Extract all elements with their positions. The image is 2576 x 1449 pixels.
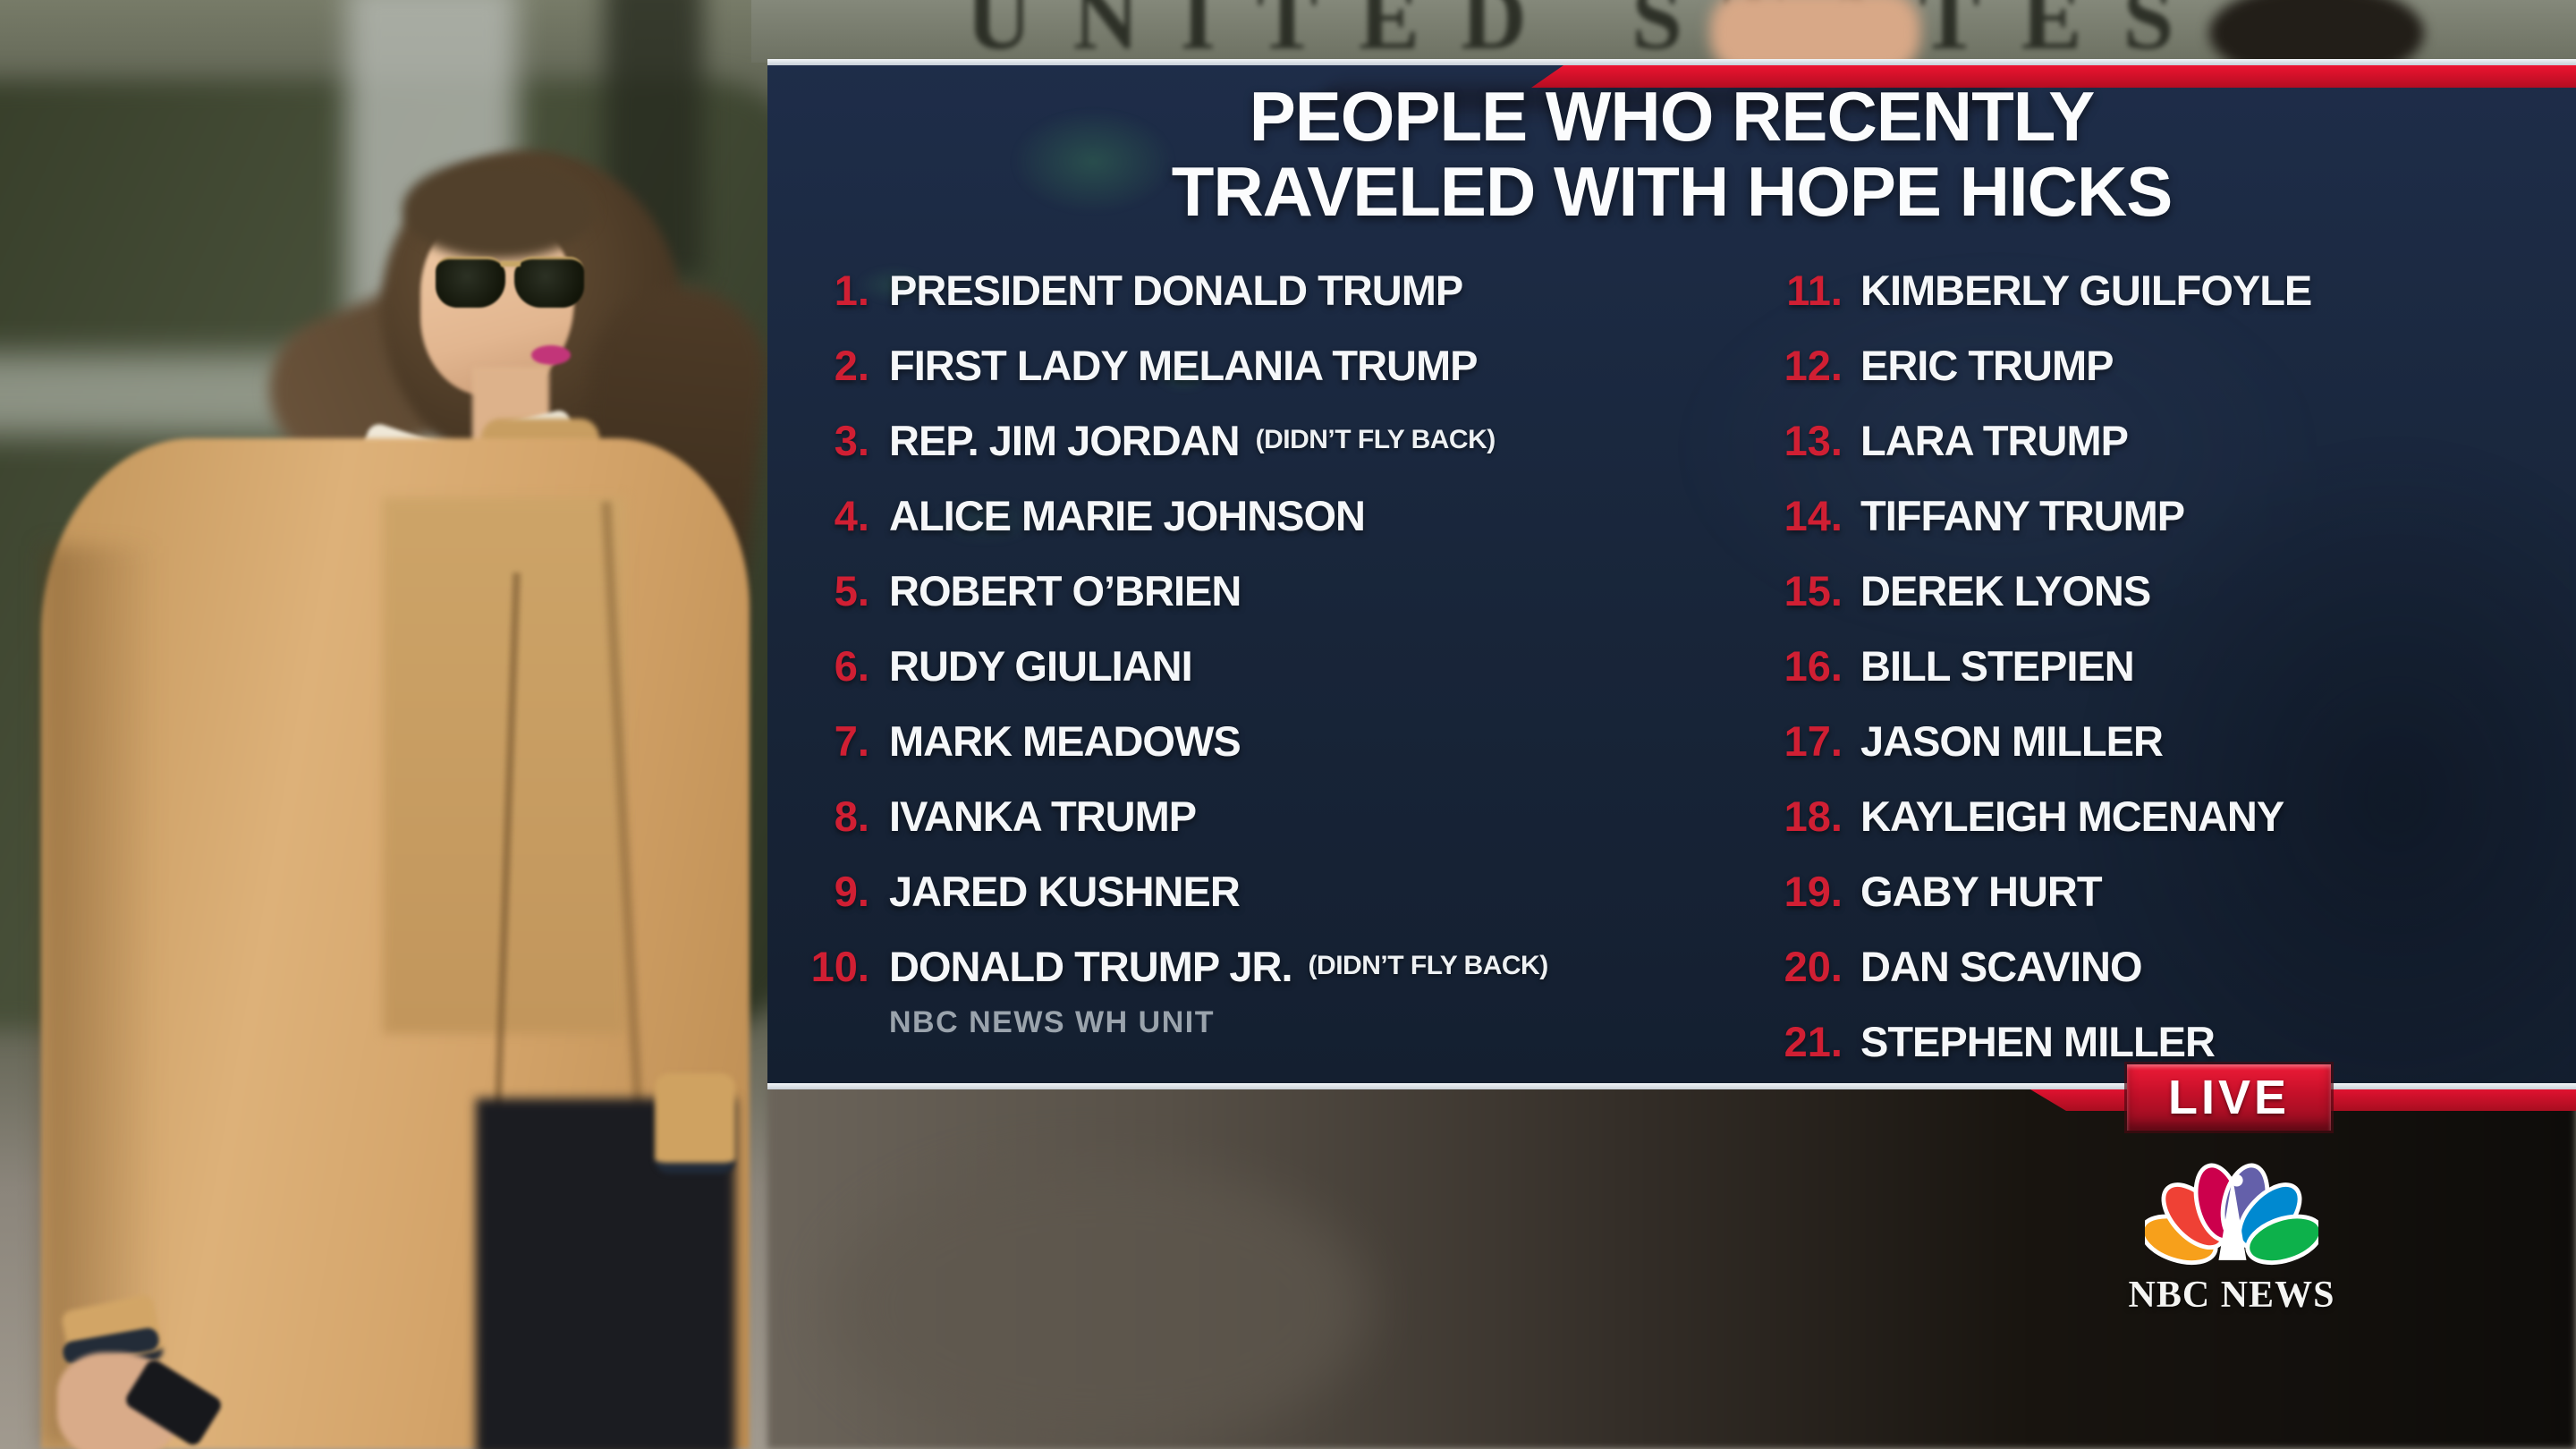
item-number: 18. <box>1784 792 1843 840</box>
item-name: MARK MEADOWS <box>889 716 1241 765</box>
item-name: ROBERT O’BRIEN <box>889 566 1241 614</box>
item-name: DEREK LYONS <box>1860 566 2151 614</box>
list-item: 16. BILL STEPIEN <box>1750 628 2572 703</box>
item-name: RUDY GIULIANI <box>889 641 1193 690</box>
item-number: 21. <box>1784 1017 1843 1065</box>
list-item: 10. DONALD TRUMP JR. (DIDN’T FLY BACK) <box>787 928 1735 1004</box>
list-column-left: 1. PRESIDENT DONALD TRUMP 2. FIRST LADY ME… <box>787 252 1735 1004</box>
item-number: 15. <box>1784 566 1843 614</box>
panel-top-border <box>767 59 2576 65</box>
list-item: 5. ROBERT O’BRIEN <box>787 553 1735 628</box>
helicopter-lettering: UNITED STATES <box>966 0 2216 69</box>
tarmac-blur <box>832 1163 1368 1449</box>
nbc-peacock-icon <box>2145 1163 2318 1266</box>
list-item: 1. PRESIDENT DONALD TRUMP <box>787 252 1735 327</box>
item-number: 5. <box>834 566 869 614</box>
fullscreen-graphic-panel <box>767 59 2576 1085</box>
item-number: 14. <box>1784 491 1843 539</box>
item-number: 7. <box>834 716 869 765</box>
list-item: 14. TIFFANY TRUMP <box>1750 478 2572 553</box>
hairline <box>402 159 596 259</box>
item-number: 9. <box>834 867 869 915</box>
item-number: 19. <box>1784 867 1843 915</box>
item-number: 12. <box>1784 341 1843 389</box>
sunglasses-right-lens <box>514 257 584 308</box>
list-item: 7. MARK MEADOWS <box>787 703 1735 778</box>
item-number: 8. <box>834 792 869 840</box>
item-name: GABY HURT <box>1860 867 2103 915</box>
item-note: (DIDN’T FLY BACK) <box>1255 425 1496 454</box>
item-name: KIMBERLY GUILFOYLE <box>1860 266 2312 314</box>
item-number: 20. <box>1784 942 1843 990</box>
item-name: STEPHEN MILLER <box>1860 1017 2216 1065</box>
title-line-1: PEOPLE WHO RECENTLY <box>1249 77 2096 156</box>
sunglasses-left-lens <box>436 257 505 308</box>
sweater-cuff-right <box>655 1073 735 1174</box>
item-number: 10. <box>810 942 869 990</box>
item-name: TIFFANY TRUMP <box>1860 491 2185 539</box>
top-red-stripe <box>1531 65 2576 88</box>
list-item: 17. JASON MILLER <box>1750 703 2572 778</box>
list-item: 3. REP. JIM JORDAN (DIDN’T FLY BACK) <box>787 402 1735 478</box>
list-item: 21. STEPHEN MILLER <box>1750 1004 2572 1079</box>
list-item: 9. JARED KUSHNER <box>787 853 1735 928</box>
item-number: 4. <box>834 491 869 539</box>
item-name: IVANKA TRUMP <box>889 792 1197 840</box>
list-item: 8. IVANKA TRUMP <box>787 778 1735 853</box>
item-note: (DIDN’T FLY BACK) <box>1308 951 1549 980</box>
item-name: KAYLEIGH MCENANY <box>1860 792 2284 840</box>
item-name: FIRST LADY MELANIA TRUMP <box>889 341 1478 389</box>
list-column-right: 11. KIMBERLY GUILFOYLE 12. ERIC TRUMP 13. L… <box>1750 252 2572 1079</box>
title-line-2: TRAVELED WITH HOPE HICKS <box>1171 152 2174 231</box>
list-item: 11. KIMBERLY GUILFOYLE <box>1750 252 2572 327</box>
item-number: 6. <box>834 641 869 690</box>
nbc-news-wordmark: NBC NEWS <box>2128 1275 2335 1316</box>
item-number: 13. <box>1784 416 1843 464</box>
live-badge: LIVE <box>2127 1064 2331 1131</box>
item-number: 2. <box>834 341 869 389</box>
list-item: 18. KAYLEIGH MCENANY <box>1750 778 2572 853</box>
sunglasses-bridge <box>501 261 521 267</box>
item-number: 16. <box>1784 641 1843 690</box>
item-name: JARED KUSHNER <box>889 867 1241 915</box>
list-item: 13. LARA TRUMP <box>1750 402 2572 478</box>
item-number: 1. <box>834 266 869 314</box>
item-name: DONALD TRUMP JR. <box>889 942 1293 990</box>
item-name: JASON MILLER <box>1860 716 2164 765</box>
item-number: 17. <box>1784 716 1843 765</box>
list-item: 12. ERIC TRUMP <box>1750 327 2572 402</box>
item-name: PRESIDENT DONALD TRUMP <box>889 266 1463 314</box>
item-number: 11. <box>1786 266 1843 314</box>
lips <box>531 345 571 365</box>
item-name: BILL STEPIEN <box>1860 641 2135 690</box>
item-name: ERIC TRUMP <box>1860 341 2114 389</box>
item-name: LARA TRUMP <box>1860 416 2129 464</box>
item-name: REP. JIM JORDAN <box>889 416 1241 464</box>
panel-bottom-border <box>767 1083 2576 1089</box>
list-item: 19. GABY HURT <box>1750 853 2572 928</box>
item-name: DAN SCAVINO <box>1860 942 2143 990</box>
list-item: 20. DAN SCAVINO <box>1750 928 2572 1004</box>
source-credit: NBC NEWS WH UNIT <box>889 1005 1215 1039</box>
graphic-title: PEOPLE WHO RECENTLY TRAVELED WITH HOPE H… <box>767 79 2576 229</box>
list-item: 4. ALICE MARIE JOHNSON <box>787 478 1735 553</box>
list-item: 15. DEREK LYONS <box>1750 553 2572 628</box>
list-item: 6. RUDY GIULIANI <box>787 628 1735 703</box>
item-name: ALICE MARIE JOHNSON <box>889 491 1366 539</box>
list-item: 2. FIRST LADY MELANIA TRUMP <box>787 327 1735 402</box>
item-number: 3. <box>834 416 869 464</box>
live-label: LIVE <box>2167 1071 2291 1124</box>
